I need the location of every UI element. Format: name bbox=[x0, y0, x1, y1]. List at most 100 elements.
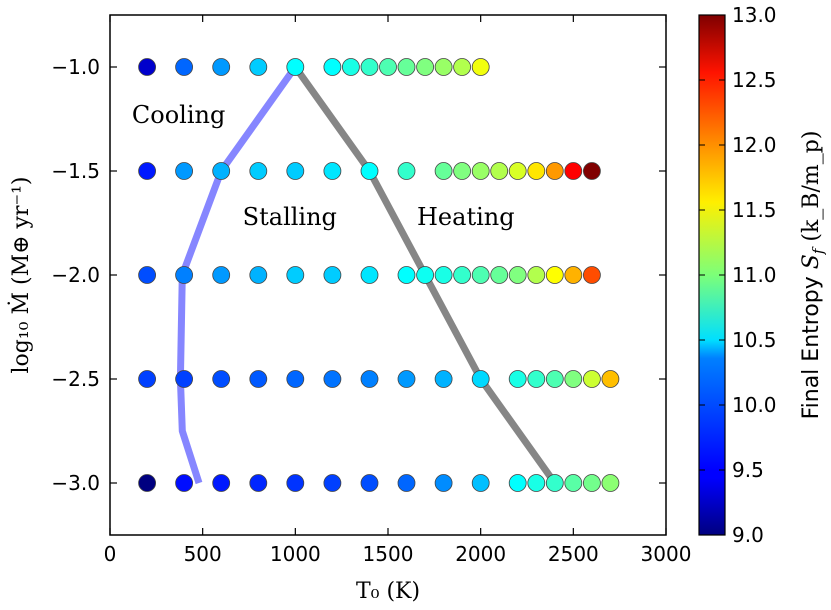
data-point bbox=[175, 370, 194, 388]
data-point bbox=[138, 58, 157, 76]
data-point bbox=[212, 370, 231, 388]
data-point bbox=[249, 474, 268, 492]
data-point bbox=[175, 58, 194, 76]
data-point bbox=[416, 266, 435, 284]
data-point bbox=[138, 266, 157, 284]
data-point bbox=[527, 162, 546, 180]
boundary-line-cooling-stalling bbox=[176, 64, 299, 485]
data-point bbox=[434, 474, 453, 492]
data-point bbox=[212, 58, 231, 76]
data-point bbox=[397, 58, 416, 76]
data-point bbox=[434, 266, 453, 284]
x-tick-label: 3000 bbox=[641, 542, 692, 566]
data-point bbox=[323, 474, 342, 492]
annotation-heating: Heating bbox=[417, 203, 515, 231]
data-point bbox=[583, 162, 601, 180]
data-point bbox=[583, 474, 601, 492]
data-point bbox=[379, 58, 397, 76]
data-point bbox=[434, 370, 453, 388]
data-point bbox=[286, 370, 305, 388]
data-point bbox=[249, 58, 268, 76]
data-point bbox=[564, 370, 583, 388]
data-point bbox=[545, 162, 564, 180]
data-point bbox=[471, 162, 490, 180]
data-point bbox=[508, 162, 527, 180]
x-tick-label: 1500 bbox=[363, 542, 414, 566]
colorbar-ticks: 9.0 9.5 10.0 10.5 11.0 11.5 12.0 12.5 13.0 bbox=[699, 3, 777, 547]
colorbar-tick-label: 11.5 bbox=[732, 198, 777, 222]
data-point bbox=[175, 474, 194, 492]
data-point bbox=[545, 370, 564, 388]
y-tick-label: −2.0 bbox=[51, 263, 100, 287]
data-point bbox=[360, 162, 379, 180]
data-point bbox=[212, 266, 231, 284]
colorbar-tick-label: 11.0 bbox=[732, 263, 777, 287]
y-tick-label: −3.0 bbox=[51, 471, 100, 495]
colorbar-tick-label: 12.5 bbox=[732, 68, 777, 92]
data-point bbox=[175, 266, 194, 284]
data-point bbox=[508, 474, 527, 492]
data-point bbox=[249, 162, 268, 180]
data-point bbox=[434, 58, 453, 76]
data-point bbox=[508, 370, 527, 388]
colorbar-tick-label: 12.0 bbox=[732, 133, 777, 157]
region-annotations: Cooling Stalling Heating bbox=[132, 101, 515, 231]
data-point bbox=[490, 162, 509, 180]
colorbar-title: Final Entropy Sf (k_B/m_p) bbox=[799, 131, 827, 420]
data-point bbox=[527, 474, 546, 492]
data-point bbox=[471, 266, 490, 284]
data-point bbox=[323, 162, 342, 180]
data-point bbox=[471, 58, 490, 76]
colorbar-tick-label: 9.5 bbox=[732, 458, 764, 482]
x-axis-title: T₀ (K) bbox=[356, 579, 420, 604]
colorbar-title-symbol: S bbox=[799, 254, 824, 269]
data-point bbox=[564, 162, 583, 180]
data-points bbox=[138, 58, 620, 492]
data-point bbox=[286, 474, 305, 492]
annotation-stalling: Stalling bbox=[243, 203, 337, 231]
data-point bbox=[323, 58, 342, 76]
colorbar-tick-label: 10.5 bbox=[732, 328, 777, 352]
y-tick-label: −1.0 bbox=[51, 55, 100, 79]
data-point bbox=[564, 266, 583, 284]
colorbar-title-subscript: f bbox=[809, 246, 827, 255]
x-tick-label: 2500 bbox=[548, 542, 599, 566]
x-tick-label: 2000 bbox=[455, 542, 506, 566]
data-point bbox=[360, 370, 379, 388]
data-point bbox=[138, 370, 157, 388]
data-point bbox=[397, 266, 416, 284]
data-point bbox=[286, 266, 305, 284]
data-point bbox=[323, 266, 342, 284]
data-point bbox=[249, 266, 268, 284]
colorbar-title-main: Final Entropy bbox=[799, 269, 824, 419]
colorbar-tick-label: 10.0 bbox=[732, 393, 777, 417]
data-point bbox=[249, 370, 268, 388]
data-point bbox=[397, 474, 416, 492]
data-point bbox=[601, 370, 620, 388]
data-point bbox=[323, 370, 342, 388]
colorbar-title-units: (k_B/m_p) bbox=[799, 131, 824, 249]
x-tick-label: 1000 bbox=[270, 542, 321, 566]
colorbar-tick-label: 9.0 bbox=[732, 523, 764, 547]
data-point bbox=[583, 370, 601, 388]
data-point bbox=[527, 266, 546, 284]
data-point bbox=[286, 162, 305, 180]
data-point bbox=[360, 58, 379, 76]
data-point bbox=[508, 266, 527, 284]
data-point bbox=[527, 370, 546, 388]
data-point bbox=[453, 162, 472, 180]
data-point bbox=[601, 474, 620, 492]
y-tick-label: −2.5 bbox=[51, 367, 100, 391]
data-point bbox=[212, 162, 231, 180]
data-point bbox=[453, 58, 472, 76]
data-point bbox=[471, 370, 490, 388]
data-point bbox=[341, 58, 360, 76]
data-point bbox=[397, 370, 416, 388]
data-point bbox=[434, 162, 453, 180]
data-point bbox=[416, 58, 435, 76]
axes: 0 500 1000 1500 2000 2500 3000 −1.0 −1.5 −2.0 −2.5… bbox=[51, 15, 691, 566]
y-tick-label: −1.5 bbox=[51, 159, 100, 183]
y-axis-title: log₁₀ Ṁ (M⊕ yr⁻¹) bbox=[7, 176, 34, 373]
data-point bbox=[175, 162, 194, 180]
